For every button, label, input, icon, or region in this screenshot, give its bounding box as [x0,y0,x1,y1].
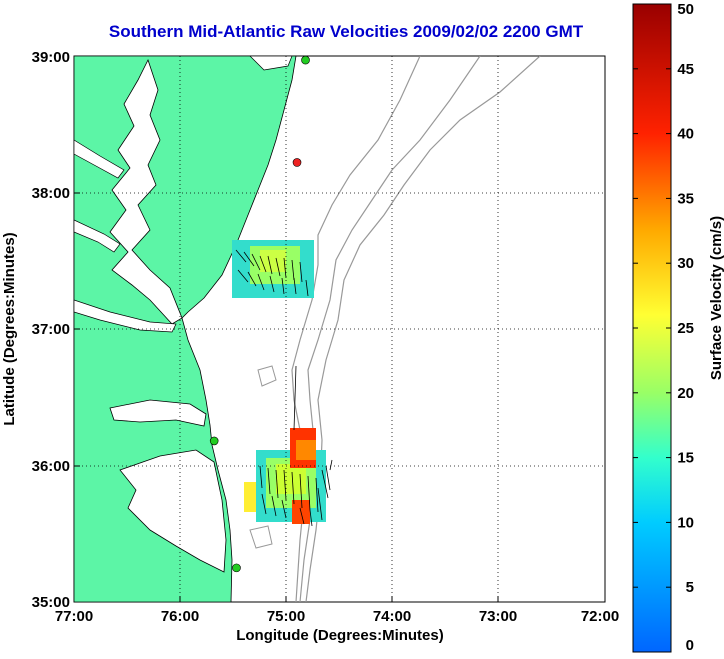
radar-sites [209,55,310,573]
x-axis-label: Longitude (Degrees:Minutes) [236,627,444,644]
x-tick-label: 76:00 [161,608,199,625]
colorbar-tick-label: 5 [686,579,694,596]
radar-site-marker [209,436,219,446]
colorbar-tick-label: 35 [677,190,694,207]
colorbar-tick-label: 0 [686,637,694,654]
potomac-river [74,139,125,179]
radar-site-marker [301,55,310,65]
velocity-field-north [232,240,314,298]
colorbar-tick-label: 50 [677,1,694,18]
radar-site-marker [292,158,302,167]
chesapeake-bay [109,58,183,325]
colorbar-label: Surface Velocity (cm/s) [708,216,724,380]
colorbar-tick-label: 15 [677,450,694,467]
radar-site-marker [232,563,241,573]
grid-lines [74,56,605,602]
albemarle-sound [109,399,207,427]
colorbar-tick-label: 20 [677,385,694,402]
colorbar-tick-label: 25 [677,320,694,337]
y-tick-label: 36:00 [32,458,70,475]
velocity-field-south [244,365,333,527]
colorbar [632,3,672,653]
y-axis-label: Latitude (Degrees:Minutes) [1,232,18,425]
rappahannock-river [74,219,121,253]
colorbar-tick-label: 40 [677,126,694,143]
y-tick-label: 39:00 [32,49,70,66]
bathymetry-shelf-patch [249,365,277,549]
axis-ticks [74,192,499,602]
colorbar-tick-label: 30 [677,255,694,272]
x-tick-label: 73:00 [479,608,517,625]
x-tick-label: 72:00 [581,608,619,625]
colorbar-tick-label: 45 [677,61,694,78]
x-tick-label: 77:00 [55,608,93,625]
map-title: Southern Mid-Atlantic Raw Velocities 200… [108,22,584,41]
x-tick-label: 75:00 [267,608,305,625]
colorbar-tick-label: 10 [677,514,694,531]
james-river [74,299,177,333]
delaware-bay [249,56,293,71]
colorbar-ticks [633,3,671,653]
pamlico-sound [119,449,227,573]
colorbar-tick-labels: 0 5 10 15 20 25 30 35 40 45 50 [677,1,694,654]
y-tick-label: 35:00 [32,594,70,611]
y-tick-label: 38:00 [32,185,70,202]
x-tick-label: 74:00 [373,608,411,625]
y-tick-label: 37:00 [32,321,70,338]
